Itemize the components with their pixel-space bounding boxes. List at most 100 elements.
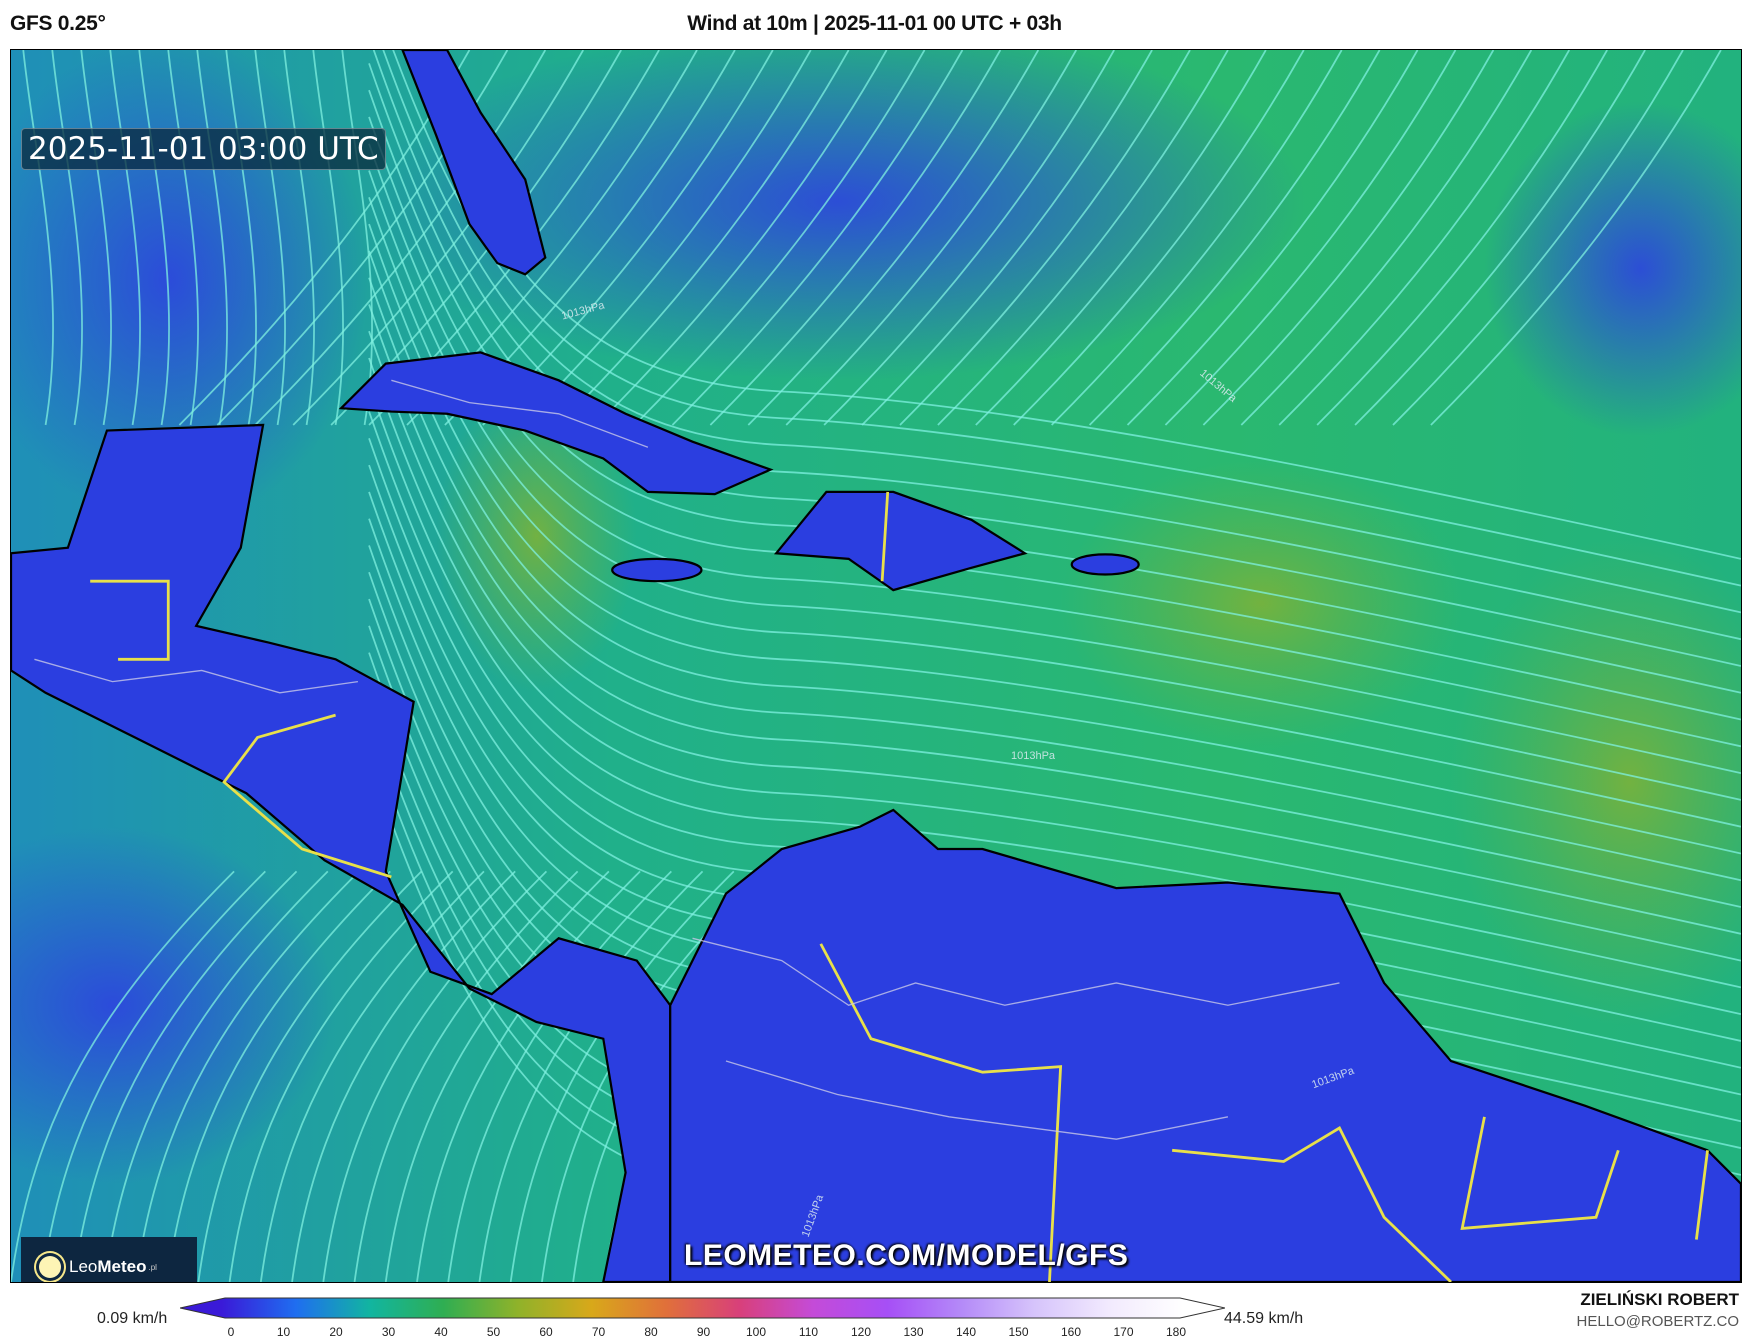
cuba xyxy=(338,351,774,496)
streamline xyxy=(1354,50,1646,426)
south-america xyxy=(669,808,1741,1282)
colorbar-tick-label: 140 xyxy=(955,1325,977,1339)
streamline xyxy=(368,304,1741,908)
streamline xyxy=(109,50,141,426)
calm-area xyxy=(1484,101,1741,437)
streamline xyxy=(228,870,454,1282)
streamline xyxy=(368,277,1741,882)
streamline xyxy=(292,50,584,426)
streamline xyxy=(312,50,344,426)
streamline xyxy=(823,50,1115,426)
streamline xyxy=(254,50,286,426)
hispaniola xyxy=(773,490,1028,592)
central-america xyxy=(11,423,672,1282)
streamline xyxy=(382,50,1741,614)
colorbar-tick-label: 50 xyxy=(486,1325,501,1339)
strong-wind-area xyxy=(435,380,637,693)
leometeo-logo[interactable]: Leo Meteo .pl xyxy=(21,1237,197,1282)
streamline xyxy=(197,870,423,1282)
streamline xyxy=(166,870,391,1282)
streamline xyxy=(11,870,235,1282)
streamline xyxy=(72,870,298,1282)
streamline xyxy=(478,870,704,1282)
colorbar-tick-label: 60 xyxy=(539,1325,553,1339)
colorbar-tick-label: 100 xyxy=(745,1325,767,1339)
colorbar-tick-label: 80 xyxy=(644,1325,658,1339)
streamline xyxy=(384,870,610,1282)
valid-time-badge: 2025-11-01 03:00 UTC xyxy=(21,128,386,170)
streamline xyxy=(196,50,228,426)
streamline xyxy=(80,50,112,426)
streamline xyxy=(861,50,1153,426)
colorbar-tick-label: 20 xyxy=(329,1325,343,1339)
streamline xyxy=(368,384,1741,989)
colorbar-tick-label: 40 xyxy=(434,1325,448,1339)
colorbar-tick-label: 90 xyxy=(696,1325,711,1339)
streamline xyxy=(937,50,1229,426)
logo-prefix: Leo xyxy=(69,1257,98,1276)
streamline xyxy=(709,50,1002,426)
colorbar-tick-label: 180 xyxy=(1165,1325,1187,1339)
streamline xyxy=(291,870,516,1282)
streamline xyxy=(368,63,1741,667)
author-email[interactable]: HELLO@ROBERTZ.CO xyxy=(1576,1313,1739,1330)
streamline xyxy=(558,50,850,426)
colorbar-tick-label: 170 xyxy=(1113,1325,1134,1339)
streamline xyxy=(1088,50,1381,426)
streamline xyxy=(785,50,1077,426)
streamline xyxy=(975,50,1267,426)
colorbar-tick-label: 120 xyxy=(850,1325,872,1339)
streamline xyxy=(447,870,672,1282)
streamline xyxy=(41,870,266,1282)
streamline xyxy=(1126,50,1419,426)
colorbar-min-label: 0.09 km/h xyxy=(97,1310,168,1327)
streamline xyxy=(283,50,315,426)
streamline xyxy=(899,50,1191,426)
streamline xyxy=(225,50,257,426)
author-name: ZIELIŃSKI ROBERT xyxy=(1580,1290,1739,1309)
model-label: GFS 0.25° xyxy=(10,12,106,35)
streamline xyxy=(167,50,199,426)
streamline xyxy=(509,870,735,1282)
watermark-url: LEOMETEO.COM/MODEL/GFS xyxy=(684,1239,1129,1272)
streamline xyxy=(322,870,548,1282)
colorbar-tick-label: 160 xyxy=(1060,1325,1082,1339)
sun-icon xyxy=(39,1256,61,1278)
streamline xyxy=(1013,50,1305,426)
logo-bold: Meteo xyxy=(97,1257,147,1276)
colorbar-tick-label: 110 xyxy=(798,1325,819,1339)
streamline xyxy=(368,250,1741,855)
calm-area xyxy=(369,50,1306,381)
streamline xyxy=(416,870,641,1282)
colorbar-tick-label: 70 xyxy=(591,1325,606,1339)
streamline xyxy=(254,50,547,426)
streamline xyxy=(1278,50,1571,426)
colorbar xyxy=(180,1297,1225,1319)
country-borders xyxy=(90,491,1709,1282)
streamline xyxy=(1316,50,1608,426)
streamline xyxy=(341,50,373,426)
streamline xyxy=(1202,50,1495,426)
streamline xyxy=(368,330,1741,935)
streamline xyxy=(520,50,812,426)
streamline xyxy=(1240,50,1533,426)
streamline xyxy=(671,50,964,426)
isobar-label: 1013hPa xyxy=(1011,750,1056,762)
streamline xyxy=(747,50,1040,426)
streamline xyxy=(51,50,83,426)
streamline xyxy=(372,50,1741,641)
wind-map[interactable]: 1013hPa 1013hPa 1013hPa 1013hPa 1013hPa … xyxy=(10,49,1742,1283)
colorbar-tick-label: 0 xyxy=(227,1325,235,1339)
jamaica xyxy=(611,557,703,583)
streamline xyxy=(1164,50,1457,426)
colorbar-tick-label: 10 xyxy=(276,1325,291,1339)
map-canvas xyxy=(11,50,1741,1282)
streamline xyxy=(633,50,926,426)
region-borders xyxy=(34,379,1340,1140)
streamline xyxy=(259,870,485,1282)
streamline xyxy=(368,357,1741,962)
streamline xyxy=(22,50,54,426)
logo-suffix: .pl xyxy=(148,1262,157,1272)
streamline xyxy=(1430,50,1722,426)
streamline xyxy=(135,870,360,1282)
